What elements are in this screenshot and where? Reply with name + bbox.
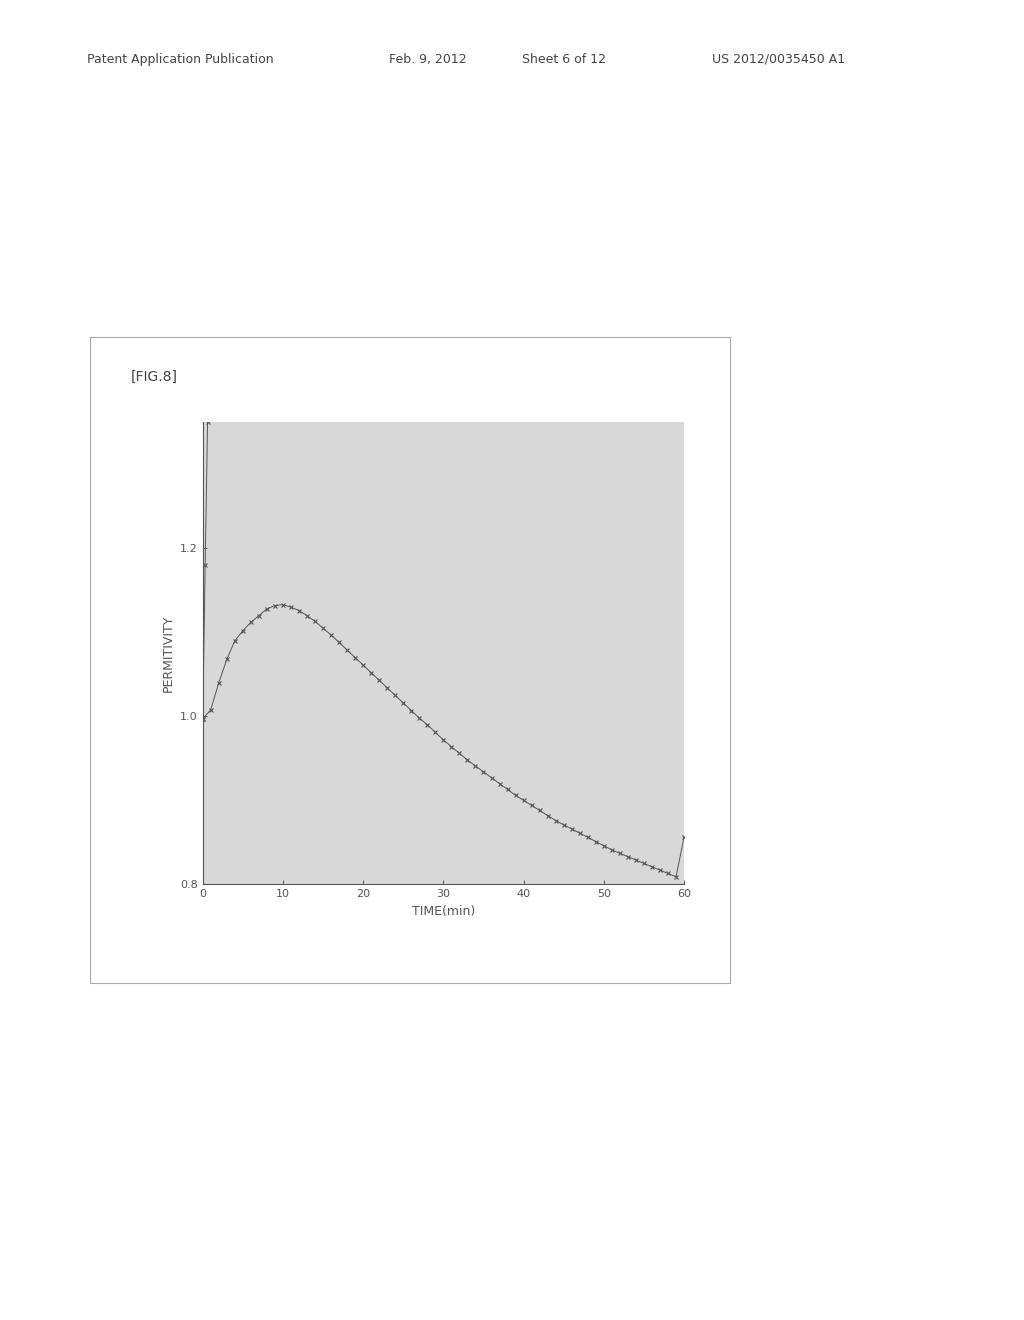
Text: Patent Application Publication: Patent Application Publication <box>87 53 273 66</box>
Text: [FIG.8]: [FIG.8] <box>131 370 178 384</box>
X-axis label: TIME(min): TIME(min) <box>412 904 475 917</box>
Y-axis label: PERMITIVITY: PERMITIVITY <box>162 615 174 692</box>
Text: Sheet 6 of 12: Sheet 6 of 12 <box>522 53 606 66</box>
Text: US 2012/0035450 A1: US 2012/0035450 A1 <box>712 53 845 66</box>
Text: Feb. 9, 2012: Feb. 9, 2012 <box>389 53 467 66</box>
